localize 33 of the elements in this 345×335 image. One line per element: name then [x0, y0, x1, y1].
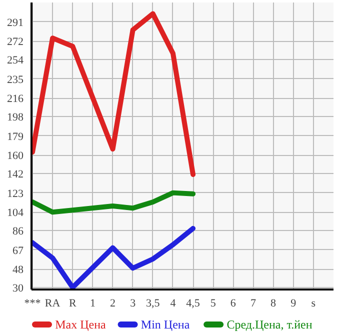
x-tick-label: R — [68, 298, 77, 310]
x-tick-label: 2 — [110, 298, 116, 310]
x-tick-label: s — [311, 298, 316, 310]
x-tick-label: 3 — [130, 298, 136, 310]
x-tick-label: 7 — [250, 298, 256, 310]
x-tick-label: 4,5 — [186, 298, 200, 310]
x-tick-label: 5 — [210, 298, 216, 310]
y-tick-label: 104 — [7, 207, 24, 220]
y-tick-label: 48 — [12, 264, 24, 276]
y-tick-label: 291 — [7, 16, 24, 29]
y-tick-label: 123 — [7, 188, 24, 200]
y-tick-label: 67 — [12, 244, 24, 257]
legend-label: Сред.Цена, т.йен — [226, 318, 313, 332]
x-tick-label: RA — [44, 298, 60, 310]
x-tick-label: 1 — [90, 298, 96, 310]
legend-label: Max Цена — [55, 318, 107, 332]
legend-label: Min Цена — [140, 318, 190, 332]
x-tick-label: 3,5 — [146, 298, 160, 310]
y-tick-label: 86 — [12, 225, 24, 238]
x-tick-label: *** — [24, 298, 41, 310]
y-tick-label: 254 — [7, 54, 24, 66]
y-tick-label: 160 — [7, 150, 24, 162]
y-tick-label: 142 — [7, 168, 24, 180]
x-tick-label: 8 — [270, 298, 277, 310]
y-tick-label: 198 — [7, 111, 24, 124]
y-tick-label: 216 — [7, 93, 24, 106]
x-tick-label: 4 — [170, 298, 176, 310]
x-tick-label: 6 — [230, 298, 236, 310]
y-tick-label: 30 — [12, 282, 24, 294]
x-tick-label: 9 — [290, 298, 297, 310]
y-tick-label: 235 — [7, 74, 24, 86]
y-tick-label: 179 — [7, 130, 24, 143]
y-tick-label: 272 — [7, 36, 24, 48]
